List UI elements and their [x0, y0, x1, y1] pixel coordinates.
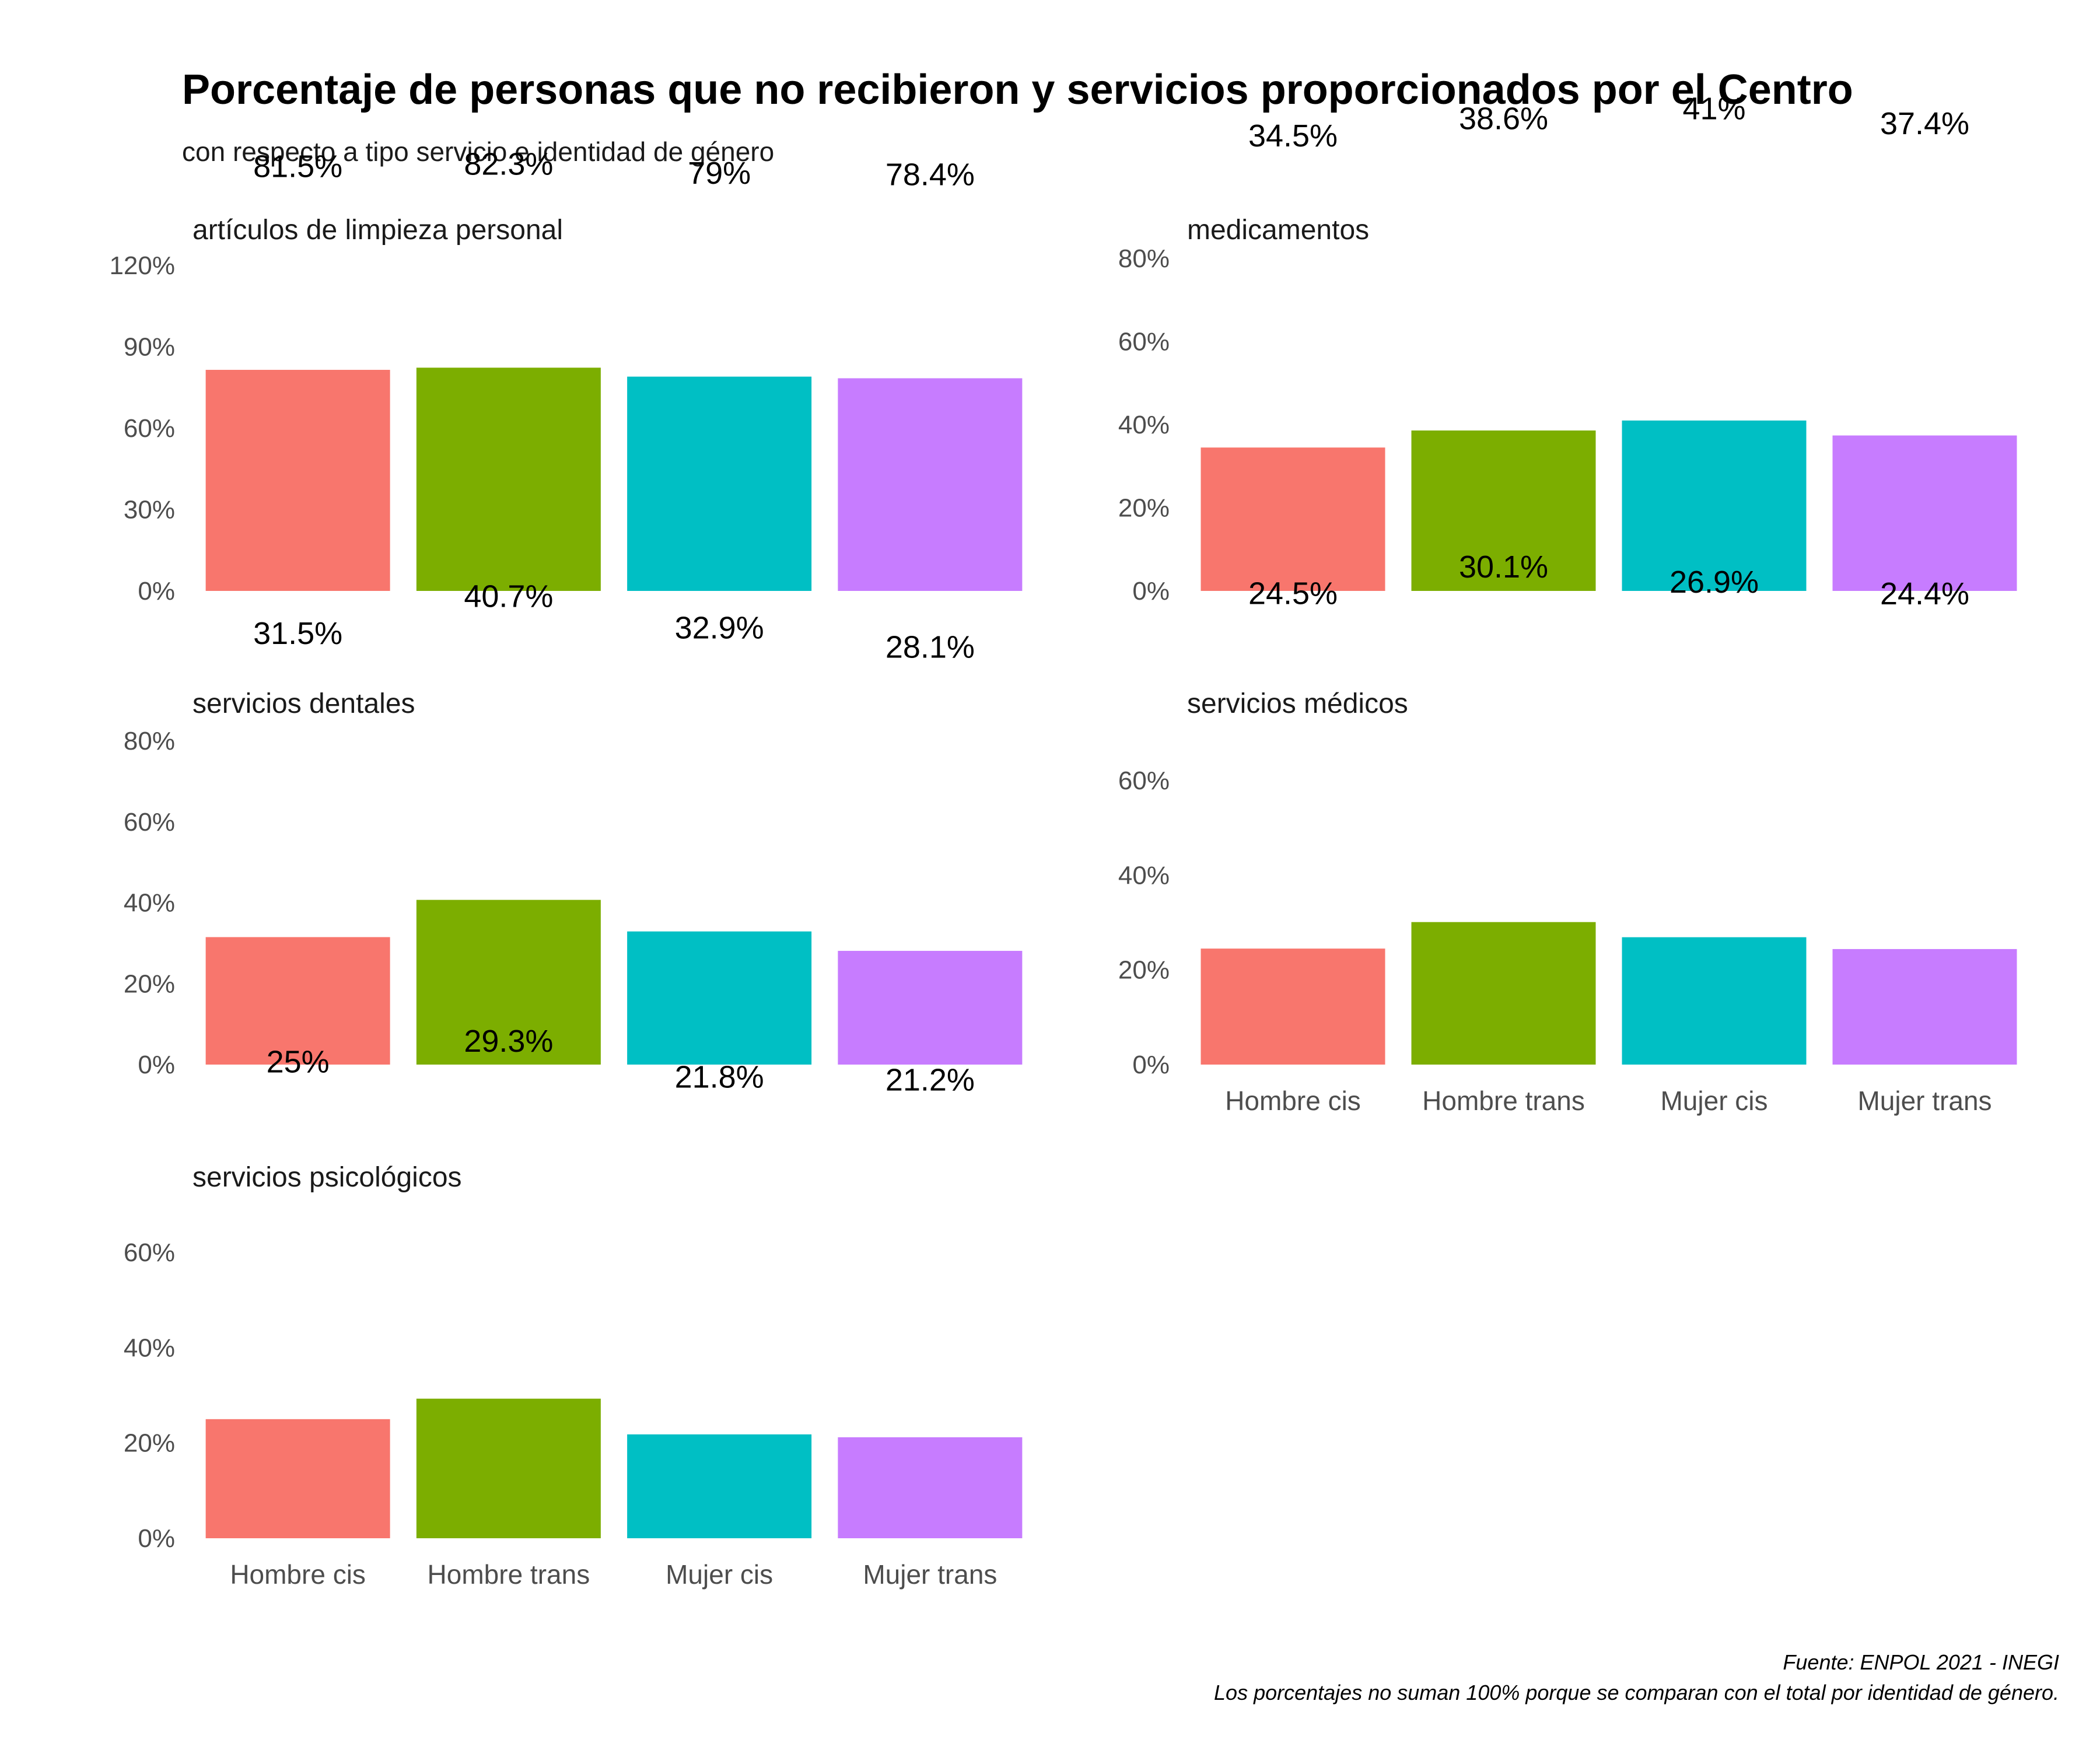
data-label: 82.3%: [464, 147, 553, 182]
y-tick-label: 40%: [1118, 411, 1170, 439]
panel-1: medicamentos 0% 20% 40% 60% 80% 34.5% 38.6% 41% 3…: [1118, 92, 2017, 606]
panel-0: artículos de limpieza personal 0% 30% 60% 90…: [109, 147, 1023, 606]
bar: [416, 368, 601, 591]
x-tick-label: Mujer cis: [666, 1559, 773, 1590]
bar: [205, 1419, 390, 1538]
bar: [416, 1398, 601, 1538]
data-label: 28.1%: [886, 630, 975, 665]
chart-subtitle: con respecto a tipo servicio e identidad…: [182, 136, 774, 167]
bar: [1832, 949, 2017, 1065]
data-label: 78.4%: [886, 158, 975, 192]
y-tick-label: 0%: [138, 577, 175, 606]
chart-title: Porcentaje de personas que no recibieron…: [182, 66, 1853, 113]
data-label: 34.5%: [1248, 118, 1338, 153]
bar: [1200, 949, 1385, 1065]
y-tick-label: 20%: [124, 970, 175, 998]
panel-4: servicios psicológicos 0% 20% 40% 60% 25% Homb…: [124, 1024, 1023, 1590]
bar: [838, 951, 1023, 1065]
data-label: 38.6%: [1459, 102, 1548, 136]
y-tick-label: 40%: [124, 1334, 175, 1362]
x-tick-label: Hombre cis: [230, 1559, 366, 1590]
data-label: 24.5%: [1248, 576, 1338, 611]
bar: [1622, 420, 1807, 591]
data-label: 26.9%: [1670, 565, 1759, 600]
data-label: 25%: [267, 1044, 330, 1079]
bar: [1622, 937, 1807, 1065]
data-label: 37.4%: [1880, 106, 1969, 141]
y-tick-label: 80%: [1118, 244, 1170, 273]
data-label: 40.7%: [464, 579, 553, 614]
bar: [838, 378, 1023, 591]
bar: [627, 376, 812, 591]
y-tick-label: 20%: [124, 1429, 175, 1458]
data-label: 24.4%: [1880, 576, 1969, 611]
caption-source: Fuente: ENPOL 2021 - INEGI: [1783, 1650, 2059, 1674]
data-label: 29.3%: [464, 1024, 553, 1059]
x-tick-label: Mujer trans: [1857, 1086, 1992, 1116]
y-tick-label: 90%: [124, 333, 175, 362]
caption-note: Los porcentajes no suman 100% porque se …: [1214, 1681, 2059, 1704]
bar: [205, 370, 390, 591]
bar: [1832, 435, 2017, 591]
panel-title: servicios psicológicos: [192, 1162, 462, 1193]
y-tick-label: 0%: [1132, 577, 1170, 606]
data-label: 79%: [688, 156, 751, 191]
data-label: 81.5%: [253, 149, 342, 184]
y-tick-label: 20%: [1118, 494, 1170, 523]
bar: [1200, 447, 1385, 591]
chart-panels: artículos de limpieza personal 0% 30% 60% 90…: [109, 92, 2017, 1590]
bar: [205, 937, 390, 1065]
data-label: 41%: [1682, 92, 1745, 127]
bar: [416, 900, 601, 1065]
y-tick-label: 20%: [1118, 956, 1170, 985]
data-label: 21.2%: [886, 1062, 975, 1097]
panel-title: servicios médicos: [1187, 688, 1408, 719]
data-label: 21.8%: [675, 1059, 764, 1094]
panel-3: servicios médicos 0% 20% 40% 60% 24.5% Hombre …: [1118, 550, 2017, 1116]
bar: [838, 1437, 1023, 1538]
y-tick-label: 60%: [1118, 766, 1170, 795]
y-tick-label: 40%: [1118, 861, 1170, 890]
data-label: 31.5%: [253, 616, 342, 651]
y-tick-label: 0%: [138, 1524, 175, 1553]
bar: [627, 931, 812, 1065]
y-tick-label: 60%: [124, 808, 175, 836]
bar: [627, 1434, 812, 1538]
x-tick-label: Mujer trans: [863, 1559, 997, 1590]
y-tick-label: 60%: [1118, 328, 1170, 356]
panel-title: medicamentos: [1187, 215, 1369, 246]
panel-2: servicios dentales 0% 20% 40% 60% 80% 31.5% 40.…: [124, 579, 1023, 1079]
y-tick-label: 30%: [124, 496, 175, 524]
panel-title: servicios dentales: [192, 688, 415, 719]
data-label: 30.1%: [1459, 550, 1548, 584]
x-tick-label: Mujer cis: [1660, 1086, 1768, 1116]
y-tick-label: 0%: [138, 1051, 175, 1079]
y-tick-label: 60%: [124, 1238, 175, 1267]
y-tick-label: 80%: [124, 727, 175, 755]
panel-title: artículos de limpieza personal: [192, 215, 563, 246]
x-tick-label: Hombre trans: [428, 1559, 590, 1590]
x-tick-label: Hombre cis: [1225, 1086, 1361, 1116]
bar: [1411, 922, 1596, 1065]
bar: [1411, 430, 1596, 591]
data-label: 32.9%: [675, 610, 764, 645]
x-tick-label: Hombre trans: [1422, 1086, 1585, 1116]
y-tick-label: 40%: [124, 889, 175, 918]
y-tick-label: 60%: [124, 414, 175, 443]
y-tick-label: 0%: [1132, 1051, 1170, 1079]
y-tick-label: 120%: [109, 251, 175, 280]
